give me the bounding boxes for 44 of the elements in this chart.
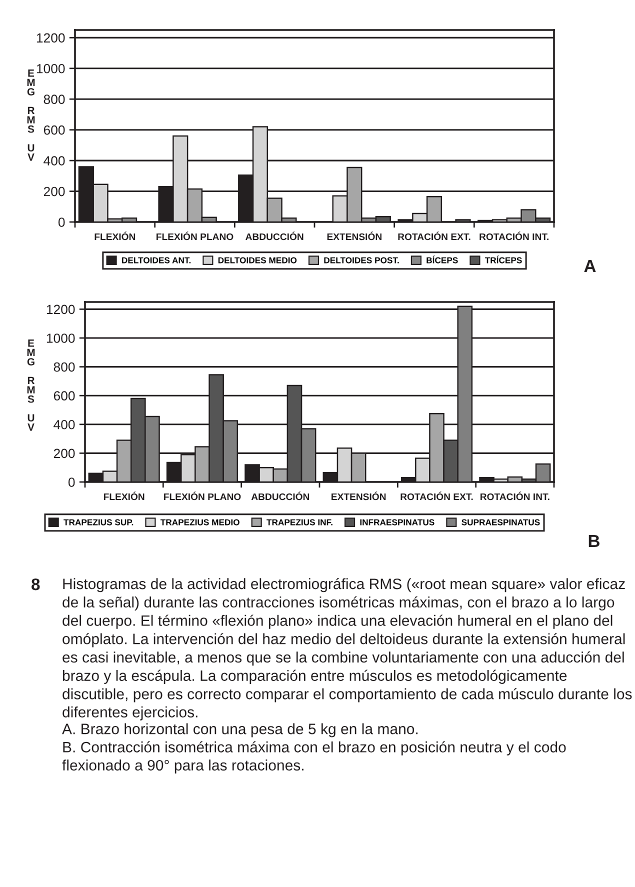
x-tick-label: ABDUCCIÓN (246, 232, 304, 240)
legend-label: INFRAESPINATUS (360, 519, 434, 526)
legend-label: TRÍCEPS (484, 256, 522, 264)
text: A (584, 260, 596, 272)
legend-label: TRAPEZIUS MEDIO (160, 519, 240, 526)
y-tick-label: 600 (54, 391, 75, 401)
y-tick-label: 400 (44, 156, 65, 166)
y-tick-label: 0 (58, 218, 65, 227)
text: Histogramas de la actividad electromiográfica RMS («root mean square» valor eficaz de la señal) durante las contracciones isométricas máximas, con el brazo a lo largo del cuerpo. El término «flexión plano» indica una elevación humeral en el plano del omóplato. La intervención del haz medio del deltoideus durante la extensión humeral es casi inevitable, a menos que se la combine voluntariamente con una aducción del brazo y la escápula. La comparación entre músculos es metodológicamente discutible, pero es correcto comparar el comportamiento de cada músculo durante los diferentes ejercicios. (62, 578, 632, 720)
x-tick-label: ROTACIÓN EXT. (398, 232, 470, 240)
y-tick-label: 1000 (36, 64, 65, 74)
text: A. Brazo horizontal con una pesa de 5 kg en la mano. (62, 723, 418, 738)
x-tick-label: ABDUCCIÓN (251, 492, 310, 500)
y-tick-label: 200 (54, 448, 75, 458)
x-tick-label: EXTENSIÓN (332, 492, 386, 500)
y-tick-label: 1000 (46, 334, 75, 343)
x-tick-label: EXTENSIÓN (327, 232, 382, 240)
x-tick-label: FLEXIÓN PLANO (156, 232, 234, 240)
y-tick-label: 800 (54, 362, 75, 372)
text: B (588, 535, 600, 547)
x-tick-label: ROTACIÓN INT. (480, 492, 550, 500)
text: 8 (32, 578, 40, 590)
text: B. Contracción isométrica máxima con el brazo en posición neutra y el codo flexionado a 90° para las rotaciones. (62, 741, 566, 774)
legend-label: TRAPEZIUS SUP. (64, 519, 134, 526)
x-tick-label: FLEXIÓN (104, 492, 144, 500)
y-tick-label: 1200 (36, 33, 65, 43)
y-tick-label: 600 (44, 125, 65, 135)
y-tick-label: 800 (44, 94, 65, 104)
x-tick-label: ROTACIÓN EXT. (400, 492, 473, 500)
legend-label: DELTOIDES MEDIO (218, 257, 297, 264)
y-tick-label: 0 (68, 478, 75, 487)
y-axis-title: EMG RMS UV (27, 70, 35, 161)
y-tick-label: 200 (44, 186, 65, 196)
y-tick-label: 400 (54, 420, 75, 430)
x-tick-label: FLEXIÓN PLANO (164, 492, 241, 500)
legend-label: DELTOIDES POST. (324, 257, 399, 264)
legend-label: BÍCEPS (426, 256, 458, 264)
x-tick-label: ROTACIÓN INT. (480, 232, 548, 240)
legend-label: DELTOIDES ANT. (122, 257, 191, 264)
y-tick-label: 1200 (46, 304, 75, 314)
x-tick-label: FLEXIÓN (94, 232, 136, 240)
y-axis-title: EMG RMS UV (27, 340, 35, 431)
legend-label: SUPRAESPINATUS (462, 519, 540, 526)
legend-label: TRAPEZIUS INF. (266, 519, 332, 526)
